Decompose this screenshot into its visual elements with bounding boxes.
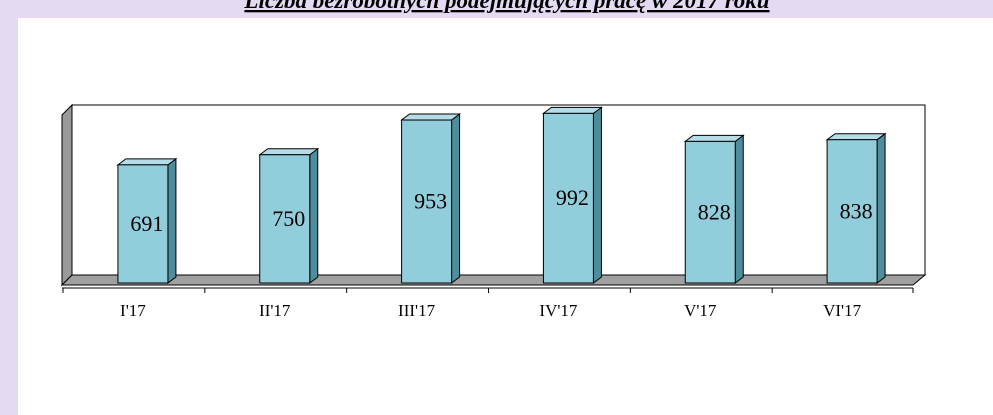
value-label: 992 [556,185,589,210]
x-tick-label: VI'17 [823,301,862,320]
bar-top [825,133,887,141]
bar [258,147,320,284]
x-tick-label: IV'17 [539,301,578,320]
bar [400,113,462,284]
bar-front [542,112,594,284]
bar [825,132,887,284]
bar-side [451,113,461,284]
bar-side [734,134,744,284]
x-tick-label: III'17 [398,301,436,320]
x-tick-label: II'17 [259,301,291,320]
bar-front [401,119,453,284]
bar-side [167,157,177,284]
bar-top [258,148,320,156]
bar-front [117,164,169,284]
value-label: 953 [414,189,447,214]
value-label: 828 [698,199,731,224]
x-tick-label: V'17 [684,301,717,320]
x-tick-label: I'17 [120,301,146,320]
value-label: 838 [840,198,873,223]
bar [116,157,178,284]
value-label: 750 [272,206,305,231]
bar-front [259,154,311,284]
bar-top [683,134,745,142]
bar-side [592,106,602,284]
bar-side [876,132,886,284]
bar-top [116,158,178,166]
value-label: 691 [130,211,163,236]
side-wall [61,103,73,287]
bar-top [541,106,603,114]
bar-front [684,140,736,284]
bar [683,134,745,284]
bar-front [826,139,878,284]
floor [60,274,927,286]
bar-side [309,147,319,284]
back-wall [71,104,926,276]
chart-title: Liczba bezrobotnych podejmujących pracę … [243,0,769,13]
bar [541,106,603,284]
bar-top [400,113,462,121]
